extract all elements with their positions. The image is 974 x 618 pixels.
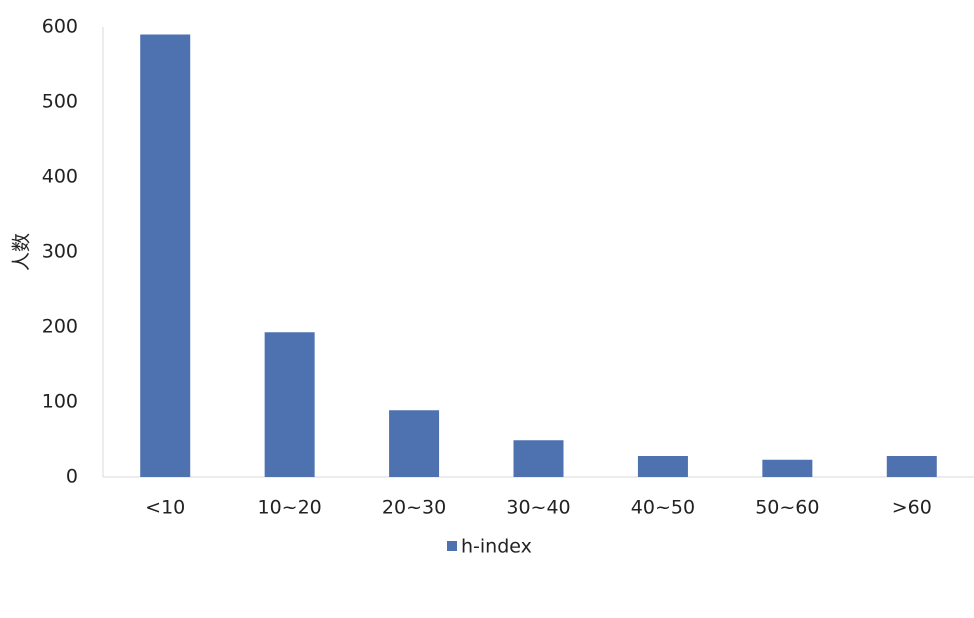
x-tick-label: <10 bbox=[145, 497, 185, 519]
x-tick-label: 30~40 bbox=[506, 497, 570, 519]
bar bbox=[886, 456, 937, 477]
y-tick-label: 500 bbox=[42, 91, 78, 113]
bar bbox=[389, 410, 440, 477]
bar bbox=[140, 34, 191, 477]
y-tick-label: 600 bbox=[42, 16, 78, 38]
y-tick-label: 100 bbox=[42, 391, 78, 413]
y-tick-label: 300 bbox=[42, 241, 78, 263]
x-tick-label: >60 bbox=[892, 497, 932, 519]
bar bbox=[513, 440, 564, 477]
x-tick-label: 10~20 bbox=[258, 497, 322, 519]
x-tick-label: 50~60 bbox=[755, 497, 819, 519]
y-tick-label: 200 bbox=[42, 316, 78, 338]
y-axis-label: 人数 bbox=[11, 233, 33, 271]
x-tick-label: 20~30 bbox=[382, 497, 446, 519]
x-tick-label: 40~50 bbox=[631, 497, 695, 519]
y-tick-label: 0 bbox=[66, 466, 78, 488]
y-tick-label: 400 bbox=[42, 166, 78, 188]
legend-label: h-index bbox=[461, 536, 532, 558]
bar bbox=[762, 459, 813, 477]
bar bbox=[637, 456, 688, 477]
legend-swatch bbox=[447, 541, 457, 551]
bar bbox=[264, 332, 315, 477]
